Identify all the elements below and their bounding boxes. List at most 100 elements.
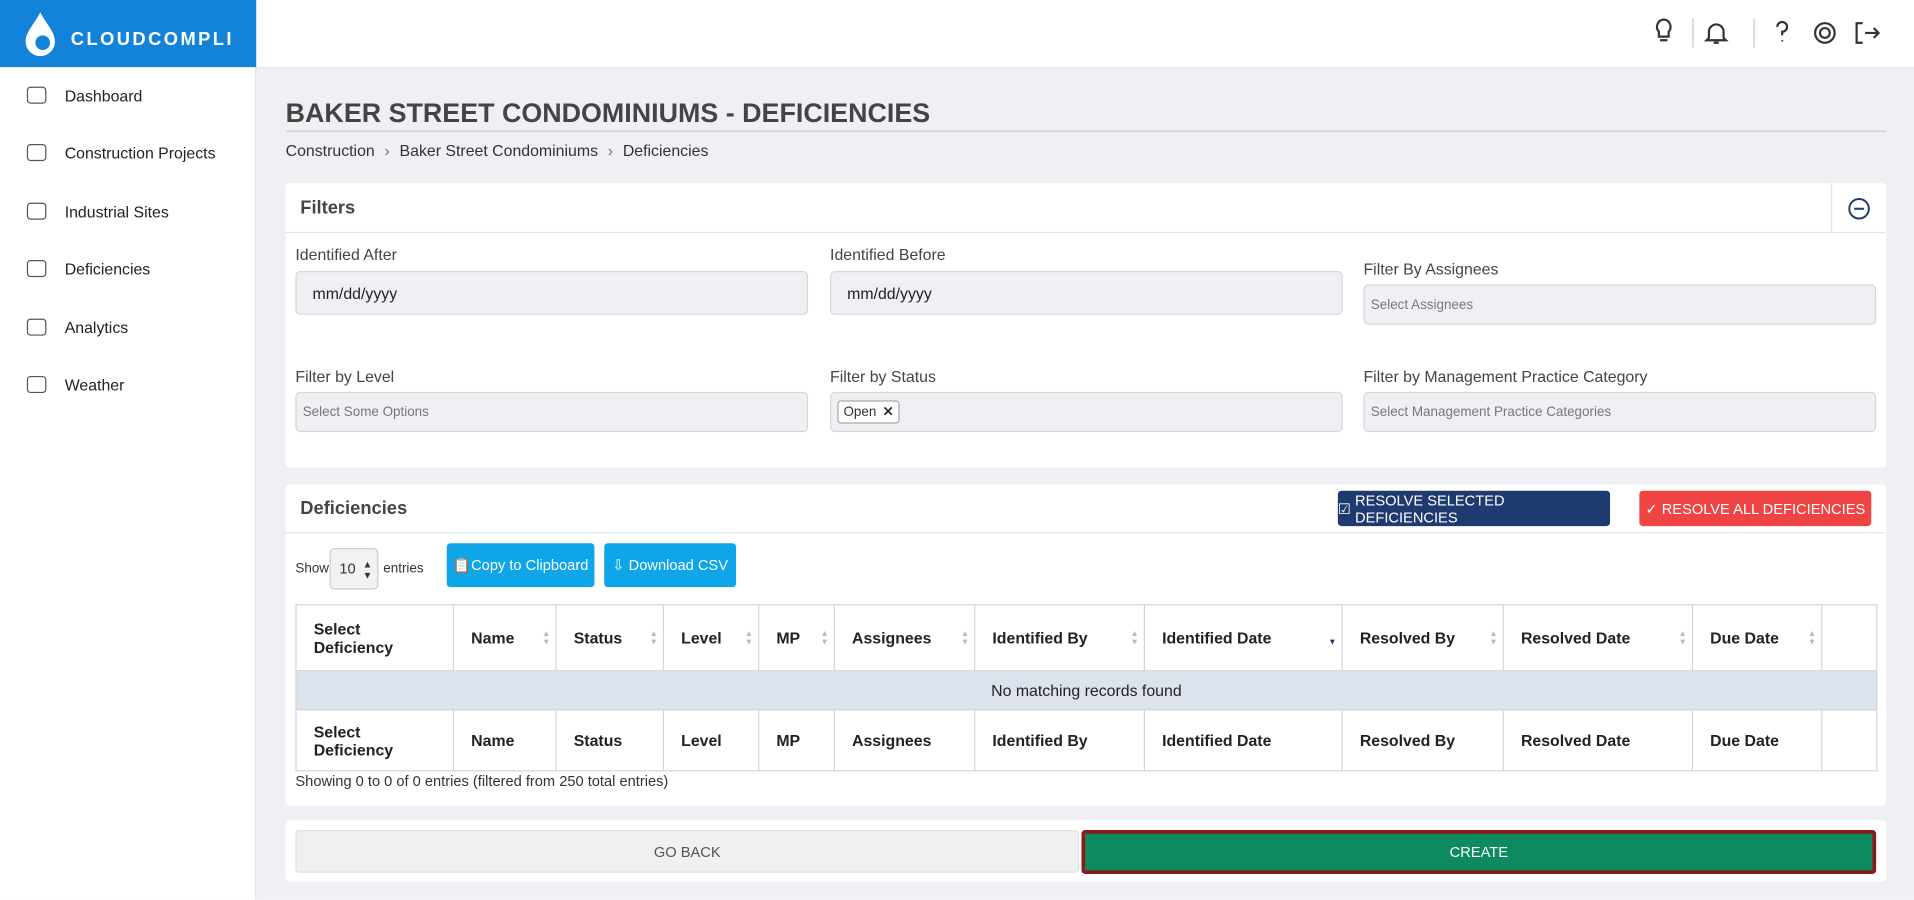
button-label: GO BACK xyxy=(653,842,721,860)
column-label: Identified Date xyxy=(1162,628,1272,647)
column-label: Level xyxy=(681,628,722,647)
topbar xyxy=(256,0,1914,69)
column-header xyxy=(1821,709,1878,772)
column-header: Status ▲ ▼ xyxy=(555,604,665,672)
copy-button[interactable]: 📋 Copy to Clipboard xyxy=(446,543,595,588)
column-label: Identified By xyxy=(992,731,1088,750)
nav-label: Weather xyxy=(64,375,125,395)
column-label: Assignees xyxy=(852,628,932,647)
nav-item[interactable]: Industrial Sites xyxy=(0,193,255,232)
input-value: mm/dd/yyyy xyxy=(312,283,398,303)
logo xyxy=(25,12,55,57)
column-header xyxy=(1821,604,1878,672)
sort-icon: ▲ ▼ xyxy=(744,629,754,647)
column-label: Name xyxy=(471,628,515,647)
sort-icon: ▲ ▼ xyxy=(649,629,658,647)
column-header: Resolved By ▲ ▼ xyxy=(1341,604,1504,672)
column-label: Resolved Date xyxy=(1520,731,1631,750)
table-info: Showing 0 to 0 of 0 entries (filtered fr… xyxy=(295,772,669,790)
field-label: Filter by Level xyxy=(295,367,395,386)
sidebar: Dashboard Construction Projects Industrial… xyxy=(0,0,257,900)
sort-icon: ▲ ▼ xyxy=(1130,629,1139,647)
entries-label: entries xyxy=(383,561,424,577)
column-label: MP xyxy=(776,731,801,750)
button-label: Download CSV xyxy=(628,556,728,574)
column-label: Identified Date xyxy=(1162,731,1272,750)
column-header: Status xyxy=(555,709,665,772)
sort-icon: ▲ ▼ xyxy=(960,629,970,647)
column-header: Resolved By xyxy=(1341,709,1504,772)
nav-label: Deficiencies xyxy=(64,260,151,279)
page-size-select[interactable]: 10 ▲ ▼ xyxy=(329,548,379,590)
page-size: 10 xyxy=(339,560,356,578)
column-header: Select Deficiency xyxy=(295,604,455,672)
separator: › xyxy=(384,141,390,160)
column-label: MP xyxy=(776,628,801,647)
select-input[interactable]: Select Management Practice Categories xyxy=(1363,391,1877,433)
select-input[interactable]: Open ✕ xyxy=(830,391,1343,433)
column-label: Status xyxy=(573,731,623,750)
tag-label: Open xyxy=(843,405,877,420)
select-input[interactable]: Select Some Options xyxy=(295,391,809,433)
nav-item[interactable]: Construction Projects xyxy=(0,135,255,174)
separator: › xyxy=(607,141,614,160)
sort-icon: ▼ xyxy=(1328,638,1337,647)
column-header: MP xyxy=(758,709,835,772)
divider xyxy=(285,130,1886,132)
resolve-all-button[interactable]: ✓ RESOLVE ALL DEFICIENCIES xyxy=(1639,490,1872,527)
field-label: Filter By Assignees xyxy=(1363,260,1499,279)
resolve-selected-button[interactable]: ☑ RESOLVE SELECTED DEFICIENCIES xyxy=(1337,490,1611,527)
download-button[interactable]: ⇩ Download CSV xyxy=(604,543,737,588)
column-header: Identified Date ▼ xyxy=(1143,604,1343,672)
nav-item[interactable]: Analytics xyxy=(0,308,255,347)
nav-item[interactable]: Weather xyxy=(0,366,255,405)
column-header: Name ▲ ▼ xyxy=(452,604,557,672)
go-back-button[interactable]: GO BACK xyxy=(295,830,1080,873)
tag-remove: ✕ xyxy=(882,405,894,420)
column-header: Level xyxy=(662,709,760,772)
nav-label: Dashboard xyxy=(64,86,143,105)
nav-item[interactable]: Deficiencies xyxy=(0,250,255,289)
card-title: Deficiencies xyxy=(300,498,408,519)
button-label: CREATE xyxy=(1449,843,1508,861)
placeholder: Select Assignees xyxy=(1370,297,1474,312)
card-title: Filters xyxy=(300,197,356,219)
column-header: Identified By ▲ ▼ xyxy=(974,604,1145,672)
nav-icon xyxy=(26,375,47,394)
column-label: Select Deficiency xyxy=(313,619,394,657)
column-label: Identified By xyxy=(992,628,1088,647)
date-input[interactable]: mm/dd/yyyy xyxy=(295,270,809,315)
show-label: Show xyxy=(295,561,330,577)
column-label: Due Date xyxy=(1710,628,1779,647)
nav-item[interactable]: Dashboard xyxy=(0,77,255,116)
nav-icon xyxy=(26,318,47,336)
field-label: Identified Before xyxy=(830,245,946,264)
crumb[interactable]: Baker Street Condominiums xyxy=(399,141,599,160)
button-label: Copy to Clipboard xyxy=(471,556,589,574)
sort-icon: ▲ ▼ xyxy=(1807,629,1817,647)
column-label: Level xyxy=(681,731,722,750)
nav-icon xyxy=(26,86,47,104)
brand-name: CLOUDCOMPLI xyxy=(70,29,234,51)
column-label: Assignees xyxy=(852,731,932,750)
column-label: Status xyxy=(573,628,623,647)
column-header: Due Date xyxy=(1691,709,1823,772)
column-label: Name xyxy=(471,731,515,750)
collapse-button[interactable] xyxy=(1830,183,1887,232)
empty-row: No matching records found xyxy=(295,670,1878,711)
deficiency-table: Select Deficiency Name ▲ ▼ Status ▲ ▼ Level ▲ ▼ MP… xyxy=(295,604,1878,772)
input-value: mm/dd/yyyy xyxy=(847,283,932,303)
divider xyxy=(285,231,1886,234)
column-header: Resolved Date xyxy=(1502,709,1694,772)
field-label: Identified After xyxy=(295,245,397,264)
column-header: Assignees xyxy=(833,709,976,772)
create-button[interactable]: CREATE xyxy=(1081,830,1877,874)
select-input[interactable]: Select Assignees xyxy=(1363,284,1877,325)
column-label: Due Date xyxy=(1710,731,1779,750)
nav-icon xyxy=(26,144,47,162)
button-label: RESOLVE SELECTED DEFICIENCIES xyxy=(1355,491,1505,526)
date-input[interactable]: mm/dd/yyyy xyxy=(830,270,1343,315)
crumb[interactable]: Construction xyxy=(285,141,375,160)
nav-label: Analytics xyxy=(64,318,129,337)
